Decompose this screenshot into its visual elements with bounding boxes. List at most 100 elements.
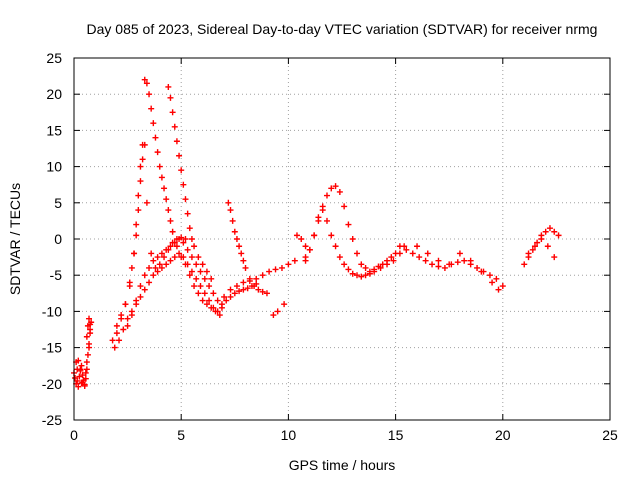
data-point: [167, 217, 174, 224]
data-point: [210, 290, 217, 297]
x-axis-label: GPS time / hours: [289, 457, 396, 473]
data-point: [388, 254, 395, 261]
data-point: [441, 264, 448, 271]
data-point: [128, 312, 135, 319]
y-tick-label: 0: [54, 231, 62, 247]
data-point: [377, 264, 384, 271]
plot-frame: [73, 57, 611, 421]
data-point: [171, 254, 178, 261]
series-track-late: [521, 225, 562, 268]
data-point: [87, 330, 94, 337]
data-point: [82, 375, 89, 382]
data-point: [486, 272, 493, 279]
data-point: [409, 250, 416, 257]
data-point: [191, 243, 198, 250]
data-point: [253, 275, 260, 282]
data-point: [227, 286, 234, 293]
x-tick-label: 5: [177, 427, 185, 443]
data-point: [195, 254, 202, 261]
data-point: [126, 279, 133, 286]
data-point: [203, 268, 210, 275]
data-point: [131, 250, 138, 257]
data-point: [240, 286, 247, 293]
data-point: [362, 272, 369, 279]
data-point: [274, 308, 281, 315]
data-point: [150, 120, 157, 127]
series-track-peak-5: [225, 199, 270, 297]
x-tick-label: 25: [602, 427, 618, 443]
data-point: [489, 279, 496, 286]
data-point: [345, 266, 352, 273]
data-point: [240, 257, 247, 264]
data-point: [148, 105, 155, 112]
data-point: [83, 333, 90, 340]
data-point: [86, 344, 93, 351]
y-tick-label: 25: [46, 50, 62, 66]
y-tick-label: 5: [54, 195, 62, 211]
data-point: [182, 196, 189, 203]
data-point: [242, 264, 249, 271]
data-point: [341, 261, 348, 268]
data-point: [161, 254, 168, 261]
data-point: [154, 268, 161, 275]
data-point: [208, 275, 215, 282]
data-point: [163, 246, 170, 253]
data-point: [203, 301, 210, 308]
data-point: [83, 359, 90, 366]
data-point: [390, 257, 397, 264]
data-point: [246, 277, 253, 284]
data-point: [422, 257, 429, 264]
data-point: [278, 264, 285, 271]
x-tick-labels: 0 5 10 15 20 25: [70, 427, 618, 443]
data-point: [366, 270, 373, 277]
data-point: [293, 232, 300, 239]
data-point: [141, 76, 148, 83]
data-point: [78, 380, 85, 387]
data-point: [206, 283, 213, 290]
series-track-night-band: [396, 243, 506, 293]
series-track-peak-22: [109, 76, 223, 344]
data-point: [113, 322, 120, 329]
data-point: [358, 273, 365, 280]
data-point: [542, 228, 549, 235]
data-point: [169, 228, 176, 235]
data-point: [525, 250, 532, 257]
data-point: [158, 264, 165, 271]
data-point: [493, 275, 500, 282]
data-point: [176, 152, 183, 159]
data-point: [384, 261, 391, 268]
grid-lines: [74, 58, 610, 420]
data-point: [78, 362, 85, 369]
data-point: [184, 261, 191, 268]
data-point: [474, 264, 481, 271]
data-point: [154, 149, 161, 156]
data-point: [141, 286, 148, 293]
data-point: [499, 283, 506, 290]
data-point: [238, 250, 245, 257]
series-track-mid-loop: [124, 236, 225, 329]
data-point: [146, 279, 153, 286]
data-point: [184, 246, 191, 253]
y-tick-label: -10: [42, 303, 62, 319]
data-point: [244, 285, 251, 292]
data-point: [133, 221, 140, 228]
y-tick-label: -5: [50, 267, 63, 283]
data-point: [163, 196, 170, 203]
data-point: [152, 264, 159, 271]
data-point: [233, 236, 240, 242]
data-point: [118, 315, 125, 322]
data-point: [323, 217, 330, 224]
data-point: [231, 228, 238, 235]
data-point: [551, 254, 558, 261]
data-point: [120, 326, 127, 333]
data-point: [152, 134, 159, 141]
data-point: [143, 80, 150, 87]
data-point: [158, 250, 165, 257]
data-point: [416, 254, 423, 261]
data-point: [214, 297, 221, 304]
data-point: [538, 236, 545, 242]
data-point: [270, 312, 277, 319]
data-point: [206, 297, 213, 304]
data-point: [84, 351, 91, 358]
